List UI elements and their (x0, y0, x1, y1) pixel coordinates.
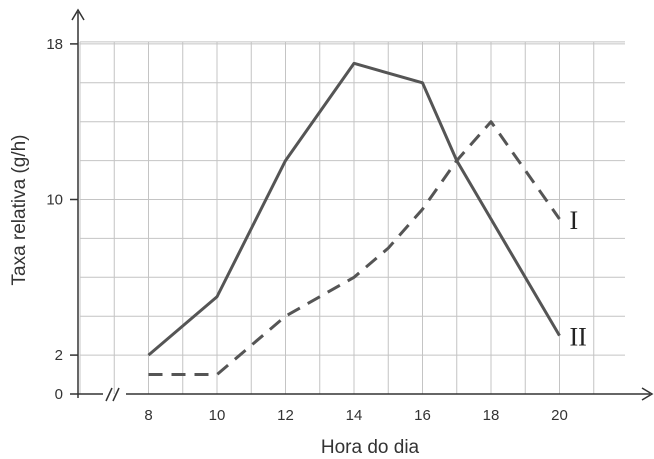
series-tags: III (570, 206, 587, 352)
y-axis-arrow (71, 8, 85, 21)
series-line-I (148, 120, 561, 377)
y-axis-title: Taxa relativa (g/h) (9, 134, 30, 285)
x-tick-label: 12 (277, 407, 294, 424)
y-tick-label: 0 (55, 386, 63, 403)
x-tick-label: 16 (414, 407, 431, 424)
x-tick-label: 8 (144, 407, 152, 424)
series-label-I: I (570, 206, 579, 235)
chart-grid (79, 41, 625, 394)
x-axis-arrow (641, 387, 654, 401)
series-label-II: II (570, 323, 587, 352)
x-tick-label: 18 (483, 407, 500, 424)
x-tick-label: 10 (209, 407, 226, 424)
y-tick-label: 18 (46, 36, 63, 53)
axis-break-mark (105, 387, 113, 402)
x-axis-title: Hora do dia (321, 437, 420, 458)
series-line-II (147, 61, 561, 357)
chart-axes (71, 8, 654, 402)
y-tick-label: 10 (46, 192, 63, 209)
series-layer (147, 61, 561, 377)
tick-labels: 8 10 12 14 16 18 20 0 2 10 18 (46, 36, 568, 424)
axis-break-mark (112, 387, 120, 402)
x-tick-label: 14 (346, 407, 363, 424)
x-tick-label: 20 (551, 407, 568, 424)
y-tick-label: 2 (55, 347, 63, 364)
